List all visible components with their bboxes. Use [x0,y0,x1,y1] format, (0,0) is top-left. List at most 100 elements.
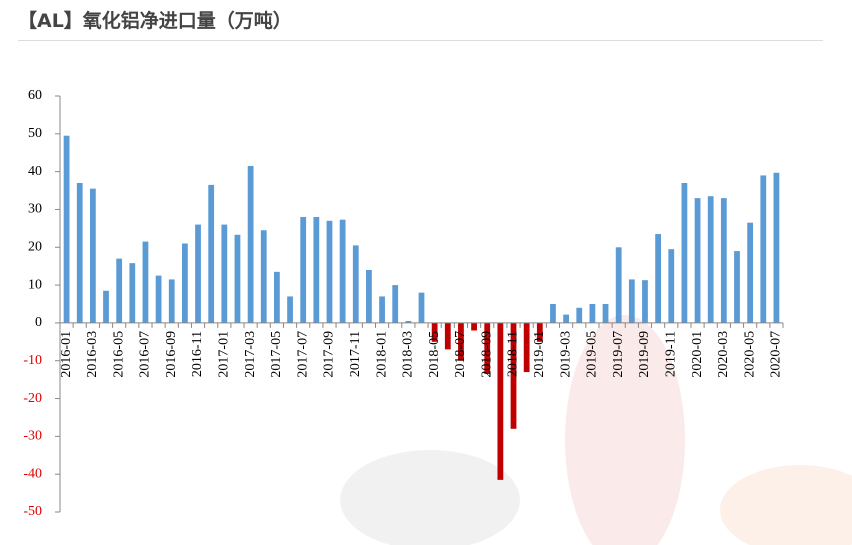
bar [471,322,477,331]
bar [168,279,175,323]
bar [247,165,254,323]
bar [484,322,491,374]
x-tick-label: 2018-09 [479,331,494,378]
bar [563,314,569,323]
y-tick-label: -20 [23,391,42,406]
y-tick-label: -10 [23,353,42,368]
x-tick-label: 2018-01 [374,331,389,378]
bar [339,219,346,323]
bar [63,135,70,323]
bar [116,258,123,323]
x-tick-label: 2018-07 [453,331,468,378]
watermark [720,465,852,545]
bar [523,322,530,373]
bar [89,188,96,323]
x-tick-label: 2017-11 [348,331,363,377]
bar [129,263,136,323]
x-tick-label: 2020-01 [690,331,705,378]
y-tick-label: 0 [35,315,42,330]
x-tick-label: 2016-09 [164,331,179,378]
x-tick-label: 2019-01 [532,331,547,378]
x-tick-label: 2019-09 [637,331,652,378]
bar [313,217,320,323]
bar [300,217,307,323]
bar [326,220,333,323]
x-tick-label: 2017-05 [269,331,284,378]
x-tick-label: 2016-11 [190,331,205,377]
x-tick-label: 2016-07 [138,331,153,378]
y-tick-label: 40 [28,164,42,179]
chart-title: 【AL】氧化铝净进口量（万吨） [18,10,292,32]
x-tick-label: 2020-07 [769,331,784,378]
bar [221,224,228,323]
bar [681,182,688,323]
x-tick-label: 2019-11 [663,331,678,377]
y-tick-label: 50 [28,126,42,141]
y-tick-label: -30 [23,429,42,444]
bar [589,304,596,323]
bar [734,251,740,323]
title-rule [18,40,823,41]
bar [458,322,464,361]
bar [550,304,556,323]
bar [103,290,109,323]
x-tick-label: 2017-09 [322,331,337,378]
bar [707,196,714,323]
bar [536,322,543,342]
bar [668,249,675,323]
bar [208,184,215,323]
y-tick-label: 20 [28,239,42,254]
x-tick-label: 2016-03 [85,331,100,378]
bar [760,175,767,323]
bar [287,296,293,323]
bar [497,322,504,480]
watermark [340,450,520,545]
bar [615,247,622,323]
x-tick-label: 2017-07 [295,331,310,378]
bar [405,321,412,323]
x-tick-label: 2020-05 [742,331,757,378]
bar [181,243,188,323]
x-tick-label: 2018-05 [427,331,442,378]
y-tick-label: -40 [23,466,42,481]
bar [352,245,359,323]
bar [392,285,399,323]
bar [234,234,241,323]
bar [195,224,201,323]
bar [694,198,701,323]
bar [444,322,451,350]
x-tick-label: 2017-01 [217,331,232,378]
bar [510,322,517,429]
x-tick-label: 2018-11 [506,331,521,377]
bar [576,307,583,323]
x-tick-label: 2019-05 [585,331,600,378]
bar [655,234,662,323]
y-tick-label: 30 [28,202,42,217]
x-tick-label: 2019-07 [611,331,626,378]
bar [773,172,780,323]
bar [628,279,635,323]
bar [260,230,267,323]
bar [720,198,727,323]
x-tick-label: 2017-03 [243,331,258,378]
bar [76,182,83,323]
bar [366,269,372,323]
x-tick-label: 2016-01 [59,331,74,378]
bar [642,280,648,323]
y-tick-label: 10 [28,277,42,292]
bar [747,222,754,323]
x-tick-label: 2016-05 [111,331,126,378]
bar [142,241,149,323]
watermark [565,315,685,545]
y-tick-label: 60 [28,88,42,103]
x-tick-label: 2018-03 [401,331,416,378]
bar [379,296,385,323]
y-tick-label: -50 [23,504,42,519]
bar [418,292,425,323]
bar [602,304,609,323]
bar [274,271,280,323]
x-tick-label: 2020-03 [716,331,731,378]
x-tick-label: 2019-03 [558,331,573,378]
